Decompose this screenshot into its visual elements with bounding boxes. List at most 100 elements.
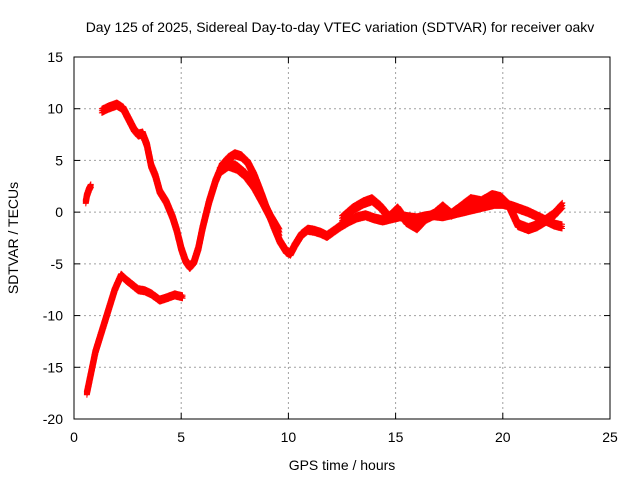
data-point [535, 224, 539, 227]
x-tick-label: 0 [70, 429, 78, 445]
data-point [544, 219, 547, 222]
y-tick-label: 15 [47, 49, 63, 65]
x-tick-label: 10 [281, 429, 297, 445]
data-point [373, 217, 376, 220]
data-point [381, 219, 384, 222]
data-point [87, 188, 91, 191]
data-point [137, 288, 140, 291]
data-point [325, 234, 329, 238]
data-point [113, 288, 116, 291]
data-point [171, 216, 174, 219]
data-point [516, 223, 519, 226]
data-point [252, 185, 256, 188]
data-point [278, 239, 281, 243]
series-markers [98, 99, 565, 272]
data-point [553, 213, 556, 216]
data-point [192, 260, 196, 263]
data-point [107, 106, 110, 109]
data-point [535, 215, 539, 218]
data-point [561, 225, 564, 228]
data-point [165, 296, 168, 300]
data-point [218, 169, 221, 172]
data-point [469, 198, 472, 201]
y-tick-label: 5 [55, 152, 63, 168]
data-point [85, 194, 89, 197]
y-tick-label: -20 [43, 411, 63, 427]
data-point [415, 226, 419, 229]
data-point [490, 194, 494, 197]
data-point [107, 309, 110, 312]
data-point [484, 204, 487, 208]
data-point [150, 292, 153, 296]
data-point [289, 252, 292, 255]
data-point [115, 103, 119, 106]
data-point [84, 200, 88, 203]
data-point [145, 143, 149, 147]
data-point [553, 223, 556, 226]
data-point [379, 205, 382, 209]
x-tick-label: 25 [602, 429, 618, 445]
data-point [441, 215, 444, 218]
data-point [214, 179, 217, 183]
data-point [364, 214, 367, 217]
x-tick-label: 15 [388, 429, 404, 445]
data-point [480, 200, 483, 203]
chart-title: Day 125 of 2025, Sidereal Day-to-day VTE… [86, 19, 595, 35]
data-point [94, 350, 97, 353]
series-markers [83, 270, 186, 398]
data-point [100, 109, 104, 113]
series-segment-e [339, 190, 566, 235]
data-point [424, 217, 427, 220]
data-point [508, 204, 511, 208]
data-point [227, 163, 230, 166]
data-point [270, 217, 273, 220]
data-point [252, 173, 256, 177]
data-point [120, 274, 123, 277]
data-point [370, 198, 374, 201]
data-point [527, 227, 530, 230]
data-point [319, 231, 322, 234]
data-point [527, 210, 530, 214]
data-point [158, 298, 161, 302]
data-point [312, 229, 316, 232]
data-point [499, 196, 502, 199]
data-point [467, 208, 470, 212]
data-layer [82, 99, 566, 398]
series-segment-a [82, 181, 94, 207]
data-point [441, 205, 444, 209]
y-tick-label: 0 [55, 204, 63, 220]
data-point [122, 107, 125, 110]
data-point [173, 293, 176, 297]
data-point [100, 329, 104, 333]
data-point [293, 244, 296, 247]
series-segment-d [216, 158, 283, 239]
data-point [355, 216, 359, 219]
data-point [137, 133, 140, 136]
y-tick-label: -10 [43, 308, 63, 324]
data-point [405, 220, 408, 223]
data-point [90, 371, 93, 374]
data-point [300, 233, 303, 237]
data-point [415, 217, 419, 220]
y-axis-label: SDTVAR / TECUs [5, 182, 21, 294]
data-point [188, 265, 191, 269]
series-segment-b [98, 99, 565, 272]
data-point [158, 190, 161, 193]
data-point [85, 391, 89, 395]
series-segment-c [83, 270, 186, 398]
data-point [338, 225, 342, 228]
data-point [175, 229, 179, 232]
data-point [124, 278, 127, 281]
grid-lines [74, 57, 610, 419]
data-point [130, 283, 134, 286]
data-point [261, 200, 264, 203]
axis-ticks: 0 5 10 15 20 25 -20 -15 -10 -5 0 5 10 15 [43, 49, 618, 445]
data-point [475, 206, 479, 210]
y-tick-label: -15 [43, 359, 63, 375]
data-point [240, 155, 243, 158]
data-point [154, 174, 157, 178]
data-point [244, 173, 247, 177]
data-point [143, 289, 146, 292]
data-point [246, 161, 249, 164]
